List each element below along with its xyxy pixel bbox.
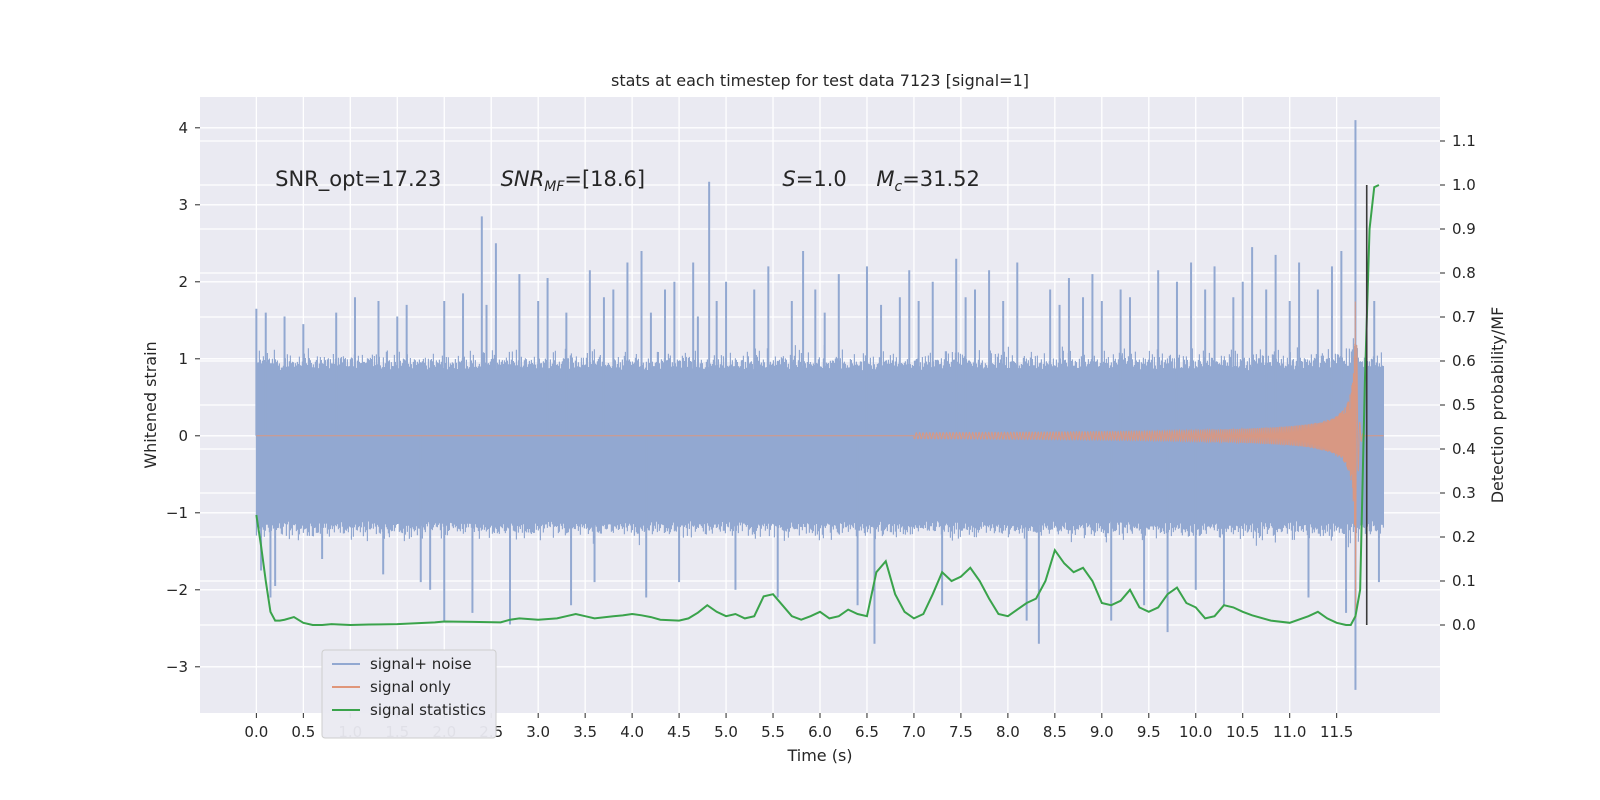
annotations: SNR_opt=17.23 SNRMF=[18.6] S=1.0 Mc=31.52 — [275, 167, 980, 195]
legend-label-0: signal+ noise — [370, 655, 472, 673]
y-tick-label-1: −2 — [166, 581, 188, 599]
y-tick-label-6: 3 — [178, 196, 188, 214]
signal-only-line — [256, 301, 1384, 619]
legend-label-2: signal statistics — [370, 701, 486, 719]
y-tick-label-3: 0 — [178, 427, 188, 445]
x-tick-label-0: 0.0 — [244, 723, 268, 741]
legend-label-1: signal only — [370, 678, 451, 696]
x-tick-label-6: 3.0 — [526, 723, 550, 741]
x-tick-label-12: 6.0 — [808, 723, 832, 741]
series-signal-noise — [255, 120, 1384, 690]
x-tick-label-21: 10.5 — [1226, 723, 1259, 741]
x-tick-label-14: 7.0 — [902, 723, 926, 741]
x-tick-label-23: 11.5 — [1320, 723, 1353, 741]
axes: 0.00.51.01.52.02.53.03.54.04.55.05.56.06… — [166, 119, 1476, 741]
x-tick-label-10: 5.0 — [714, 723, 738, 741]
x-tick-label-13: 6.5 — [855, 723, 879, 741]
y-right-tick-label-6: 0.6 — [1452, 352, 1476, 370]
y-tick-label-0: −3 — [166, 658, 188, 676]
legend: signal+ noise signal only signal statistic… — [321, 649, 497, 739]
x-tick-label-9: 4.5 — [667, 723, 691, 741]
annotation-1: SNRMF=[18.6] — [501, 167, 646, 195]
x-tick-label-20: 10.0 — [1179, 723, 1212, 741]
x-tick-label-16: 8.0 — [996, 723, 1020, 741]
x-axis-label: Time (s) — [786, 746, 852, 765]
y-right-tick-label-3: 0.3 — [1452, 484, 1476, 502]
noise-band — [255, 338, 1384, 548]
x-tick-label-18: 9.0 — [1090, 723, 1114, 741]
x-tick-label-7: 3.5 — [573, 723, 597, 741]
chart-title: stats at each timestep for test data 712… — [611, 71, 1029, 90]
annotation-3: Mc=31.52 — [876, 167, 980, 195]
x-tick-label-22: 11.0 — [1273, 723, 1306, 741]
series-signal-only — [256, 301, 1384, 619]
y-axis-right-label: Detection probability/MF — [1488, 307, 1507, 504]
y-axis-label: Whitened strain — [141, 341, 160, 468]
y-right-tick-label-9: 0.9 — [1452, 220, 1476, 238]
y-right-tick-label-10: 1.0 — [1452, 176, 1476, 194]
y-right-tick-label-8: 0.8 — [1452, 264, 1476, 282]
annotation-2: S=1.0 — [782, 167, 846, 191]
y-right-tick-label-1: 0.1 — [1452, 572, 1476, 590]
series-signal-statistics — [255, 184, 1380, 627]
y-right-tick-label-7: 0.7 — [1452, 308, 1476, 326]
y-tick-label-2: −1 — [166, 504, 188, 522]
y-right-tick-label-11: 1.1 — [1452, 132, 1476, 150]
annotation-0: SNR_opt=17.23 — [275, 167, 441, 192]
legend-box — [321, 649, 497, 739]
x-tick-label-15: 7.5 — [949, 723, 973, 741]
y-right-tick-label-0: 0.0 — [1452, 616, 1476, 634]
x-tick-label-8: 4.0 — [620, 723, 644, 741]
y-tick-label-7: 4 — [178, 119, 188, 137]
y-tick-label-4: 1 — [178, 350, 188, 368]
y-right-tick-label-2: 0.2 — [1452, 528, 1476, 546]
x-tick-label-11: 5.5 — [761, 723, 785, 741]
signal-statistics-line — [255, 184, 1380, 627]
y-right-tick-label-4: 0.4 — [1452, 440, 1476, 458]
y-tick-label-5: 2 — [178, 273, 188, 291]
x-tick-label-17: 8.5 — [1043, 723, 1067, 741]
x-tick-label-19: 9.5 — [1137, 723, 1161, 741]
x-tick-label-1: 0.5 — [291, 723, 315, 741]
y-right-tick-label-5: 0.5 — [1452, 396, 1476, 414]
